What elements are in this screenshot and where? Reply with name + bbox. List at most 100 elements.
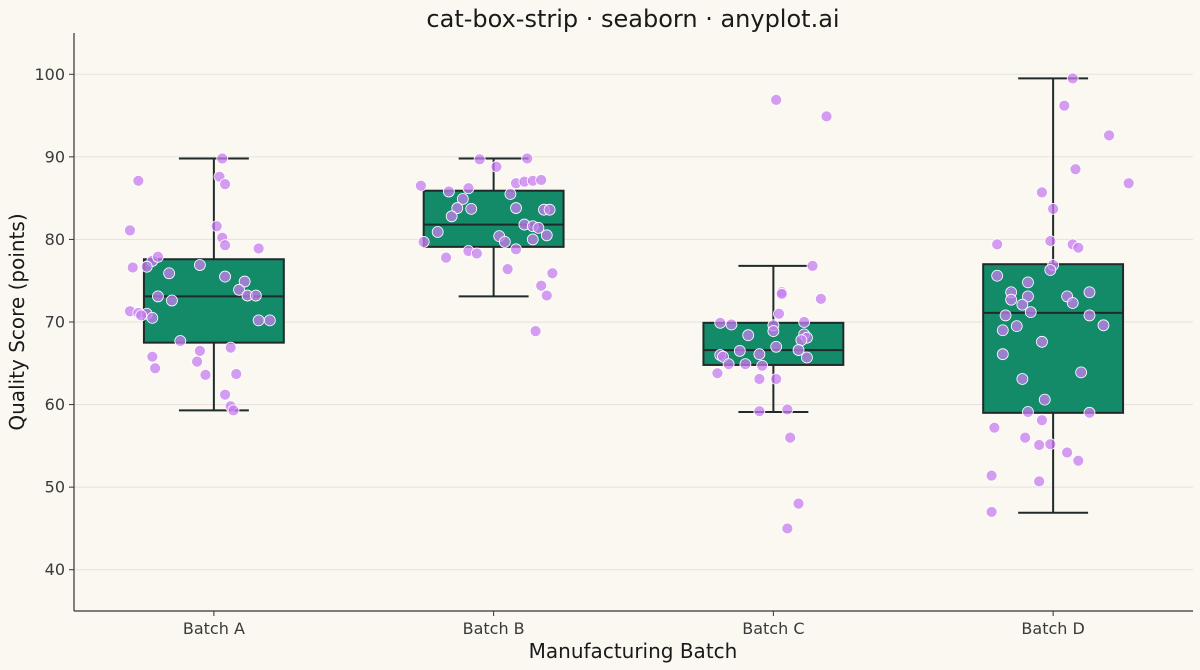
y-tick-label: 70 xyxy=(45,313,65,332)
strip-point xyxy=(770,340,783,353)
strip-point xyxy=(526,233,539,246)
strip-point xyxy=(249,289,262,302)
strip-point xyxy=(1072,241,1085,254)
strip-point xyxy=(174,335,187,347)
strip-point xyxy=(739,358,752,371)
strip-point xyxy=(795,334,808,347)
strip-point xyxy=(546,267,559,280)
box-group-batch-c xyxy=(702,264,845,414)
strip-point xyxy=(1036,335,1048,348)
strip-point xyxy=(490,160,503,173)
strip-point xyxy=(473,153,486,166)
strip-point xyxy=(753,405,766,418)
strip-point xyxy=(999,309,1012,322)
x-tick-label: Batch B xyxy=(463,619,525,638)
strip-point xyxy=(775,288,788,300)
strip-point xyxy=(199,368,212,381)
strip-point xyxy=(1044,438,1057,451)
y-axis-label: Quality Score (points) xyxy=(5,213,29,430)
strip-point xyxy=(166,294,178,307)
y-tick-label: 50 xyxy=(45,478,65,497)
strip-point xyxy=(1022,406,1034,418)
strip-point xyxy=(753,348,766,361)
x-tick-label: Batch D xyxy=(1021,619,1084,638)
strip-point xyxy=(770,373,783,385)
strip-point xyxy=(149,362,162,375)
strip-point xyxy=(1036,414,1048,427)
strip-point xyxy=(456,193,469,205)
strip-point xyxy=(733,344,746,357)
strip-point xyxy=(152,250,164,263)
strip-point xyxy=(820,110,833,123)
strip-point xyxy=(1016,298,1029,311)
strip-point xyxy=(1044,264,1057,276)
strip-point xyxy=(140,260,153,273)
strip-point xyxy=(815,292,827,305)
strip-point xyxy=(767,325,780,337)
strip-point xyxy=(465,202,478,215)
strip-point xyxy=(792,344,805,356)
strip-point xyxy=(414,179,427,192)
strip-point xyxy=(219,239,231,252)
strip-point xyxy=(219,388,231,401)
strip-point xyxy=(510,243,522,256)
strip-point xyxy=(1097,319,1110,332)
strip-point xyxy=(230,368,243,380)
strip-point xyxy=(521,152,534,165)
strip-point xyxy=(417,236,430,248)
strip-point xyxy=(996,324,1009,337)
strip-point xyxy=(806,259,819,272)
strip-point xyxy=(714,316,727,329)
strip-point xyxy=(781,403,794,416)
strip-point xyxy=(510,202,522,214)
strip-point xyxy=(1083,309,1096,322)
strip-point xyxy=(1044,235,1057,247)
strip-point xyxy=(498,236,511,248)
strip-point xyxy=(798,316,811,328)
strip-point xyxy=(753,373,766,385)
y-tick-label: 90 xyxy=(45,147,65,166)
strip-point xyxy=(1022,290,1034,303)
strip-point xyxy=(1061,446,1074,459)
strip-point xyxy=(756,359,769,372)
strip-point xyxy=(124,224,136,237)
strip-point xyxy=(801,351,813,364)
strip-point xyxy=(163,267,176,280)
strip-point xyxy=(991,269,1004,282)
strip-point xyxy=(152,290,164,303)
strip-point xyxy=(216,152,229,165)
strip-point xyxy=(535,279,548,292)
strip-point xyxy=(1033,475,1046,488)
strip-point xyxy=(1005,293,1018,306)
strip-point xyxy=(1069,163,1082,176)
strip-point xyxy=(532,221,545,234)
strip-point xyxy=(470,247,483,260)
strip-point xyxy=(1038,393,1051,406)
strip-point xyxy=(132,174,145,187)
strip-point xyxy=(773,307,785,320)
strip-point xyxy=(227,404,240,417)
point-layer xyxy=(124,72,1135,535)
strip-point xyxy=(722,358,735,371)
strip-point xyxy=(210,220,223,233)
y-tick-label: 40 xyxy=(45,560,65,579)
strip-point xyxy=(996,348,1009,361)
strip-point xyxy=(781,522,794,535)
strip-point xyxy=(1083,286,1096,299)
strip-point xyxy=(991,238,1004,251)
strip-point xyxy=(1103,129,1115,142)
strip-point xyxy=(1058,99,1071,112)
strip-point xyxy=(238,275,251,288)
strip-point xyxy=(784,431,797,444)
strip-point xyxy=(725,318,738,331)
strip-point xyxy=(126,261,139,274)
strip-point xyxy=(219,270,231,283)
strip-point xyxy=(1066,72,1079,85)
strip-point xyxy=(219,178,231,191)
strip-point xyxy=(252,242,265,255)
x-axis-label: Manufacturing Batch xyxy=(529,639,738,663)
x-tick-label: Batch A xyxy=(183,619,245,638)
strip-point xyxy=(501,263,514,276)
strip-point xyxy=(191,355,203,368)
